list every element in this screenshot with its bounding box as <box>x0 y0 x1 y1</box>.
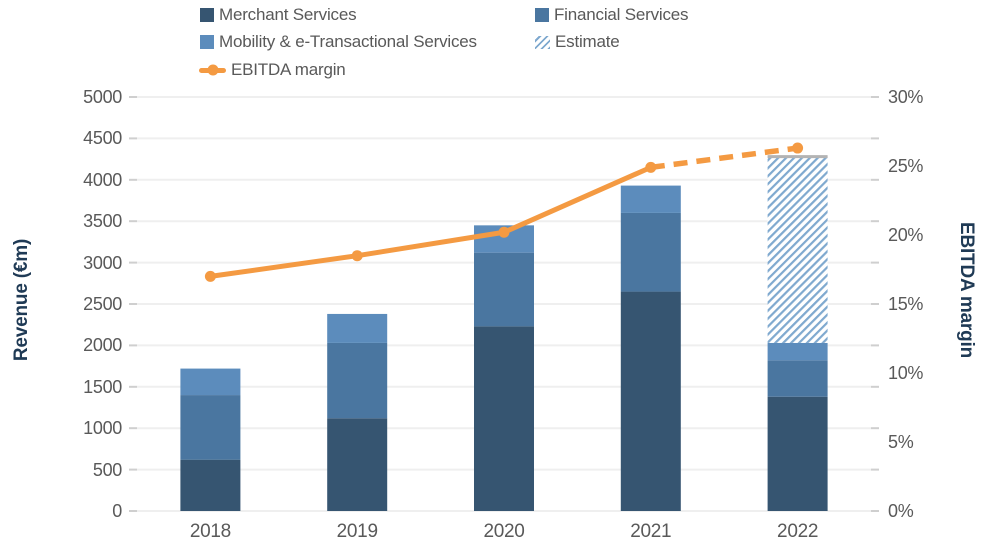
legend-label: Mobility & e-Transactional Services <box>219 32 477 51</box>
left-axis-title: Revenue (€m) <box>11 238 32 362</box>
merchant-services-swatch-icon <box>200 8 214 22</box>
bar-segment-mobility-e-transactional-services <box>180 368 241 396</box>
legend-item-mobility-services: Mobility & e-Transactional Services <box>200 32 477 51</box>
ebitda-line-solid <box>207 164 654 279</box>
y-axis-tick-label: 5000 <box>83 87 122 107</box>
ebitda-marker <box>792 142 804 154</box>
ebitda-line-dashed-estimate <box>650 145 798 171</box>
legend-item-estimate: Estimate <box>535 32 620 51</box>
right-axis-title: EBITDA margin <box>956 221 977 359</box>
y-axis-tick-label: 3500 <box>83 211 122 232</box>
y-axis-tick-label: 1500 <box>83 376 122 397</box>
bar-segment-financial-services <box>767 360 828 397</box>
legend-label: Financial Services <box>554 5 689 24</box>
ebitda-marker <box>498 226 510 238</box>
y2-axis-tick-label: 30% <box>888 87 924 107</box>
y2-axis-tick-label: 0% <box>888 501 914 521</box>
financial-services-swatch-icon <box>535 8 549 22</box>
y-axis-tick-label: 4500 <box>83 128 122 149</box>
y2-axis-tick-label: 5% <box>888 432 914 452</box>
legend-item-ebitda-margin: EBITDA margin <box>199 60 346 79</box>
y-axis-tick-label: 500 <box>92 459 122 480</box>
x-axis-category-label: 2022 <box>777 521 819 542</box>
mobility-services-swatch-icon <box>200 35 214 49</box>
ebitda-marker <box>645 161 657 173</box>
legend-label: Merchant Services <box>219 5 357 24</box>
ebitda-marker <box>351 250 363 262</box>
estimate-hatch-swatch-icon <box>535 35 550 49</box>
x-axis-category-label: 2021 <box>630 521 672 542</box>
legend-item-financial-services: Financial Services <box>535 5 689 24</box>
bar-segment-merchant-services <box>180 459 241 511</box>
bar-segment-merchant-services <box>327 418 388 511</box>
y-axis-tick-label: 0 <box>112 501 122 521</box>
ebitda-marker <box>204 270 216 282</box>
bar-segment-financial-services <box>180 395 241 460</box>
x-axis-category-label: 2020 <box>483 521 525 542</box>
bar-segment-mobility-e-transactional-services <box>767 342 828 361</box>
y2-axis-tick-label: 20% <box>888 225 924 245</box>
y2-axis-tick-label: 15% <box>888 294 924 314</box>
y-axis-tick-label: 2500 <box>83 294 122 314</box>
ebitda-line-swatch-icon <box>199 64 226 76</box>
ebitda-line-dot-icon <box>207 64 218 76</box>
y-axis-tick-label: 2000 <box>83 335 122 356</box>
bar-segment-merchant-services <box>474 326 534 511</box>
chart-plot-area <box>129 96 879 512</box>
legend-item-merchant-services: Merchant Services <box>200 5 357 24</box>
y-axis-tick-label: 1000 <box>83 418 122 439</box>
bar-segment-mobility-e-transactional-services <box>620 185 681 213</box>
bar-segment-merchant-services <box>620 291 681 511</box>
y-axis-tick-label: 4000 <box>83 169 122 190</box>
legend-label: Estimate <box>555 32 620 51</box>
bar-segment-financial-services <box>620 212 681 292</box>
bar-segment-estimate <box>767 156 828 343</box>
x-axis-category-label: 2018 <box>189 521 231 542</box>
bar-segment-financial-services <box>327 342 388 419</box>
bar-segment-merchant-services <box>767 396 828 511</box>
y2-axis-tick-label: 10% <box>888 363 924 383</box>
bar-segment-mobility-e-transactional-services <box>327 313 388 343</box>
y-axis-tick-label: 3000 <box>83 252 122 273</box>
legend-label: EBITDA margin <box>231 60 346 79</box>
bar-segment-financial-services <box>474 252 534 327</box>
y2-axis-tick-label: 25% <box>888 156 924 176</box>
x-axis-category-label: 2019 <box>336 521 378 542</box>
